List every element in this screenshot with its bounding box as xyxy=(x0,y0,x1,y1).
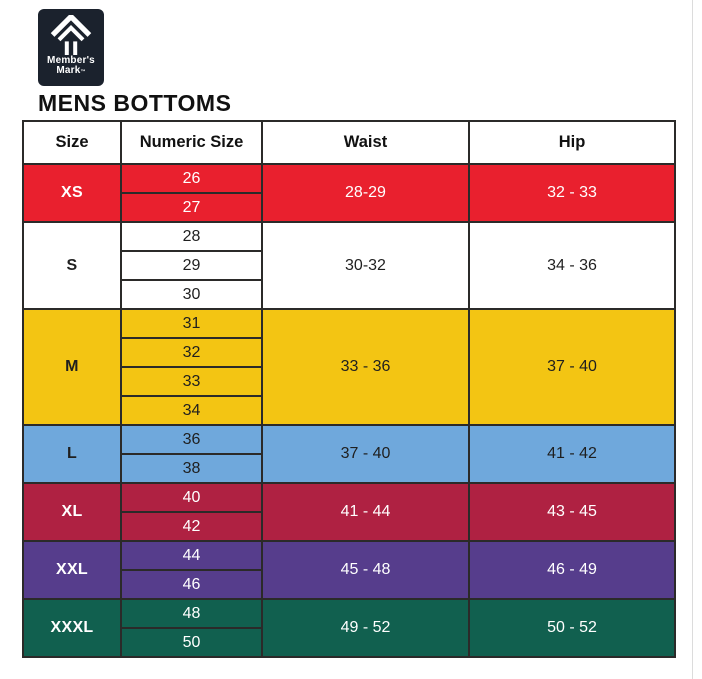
numeric-size-cell: 28 xyxy=(120,221,263,252)
brand-name-line2: Mark™ xyxy=(56,65,86,76)
size-cell: XS xyxy=(22,163,122,223)
hip-cell: 32 - 33 xyxy=(468,163,676,223)
waist-cell: 33 - 36 xyxy=(261,308,470,426)
table-row: 30 xyxy=(23,279,675,310)
header-row: Size Numeric Size Waist Hip xyxy=(22,120,676,165)
numeric-size-cell: 40 xyxy=(120,482,263,513)
numeric-size-cell: 26 xyxy=(120,163,263,194)
size-chart-table: Size Numeric Size Waist Hip XS 26 28-29 32 - 3… xyxy=(22,120,676,658)
brand-logo-text: Member's Mark™ xyxy=(47,56,95,77)
numeric-size-cell: 30 xyxy=(120,279,263,310)
size-cell: S xyxy=(22,221,122,310)
table-row: M 31 33 - 36 37 - 40 xyxy=(22,308,676,426)
hip-cell: 43 - 45 xyxy=(468,482,676,542)
column-header: Waist xyxy=(261,120,470,165)
numeric-size-cell: 50 xyxy=(120,627,263,658)
page-title: MENS BOTTOMS xyxy=(38,90,232,116)
table-row: 29 xyxy=(23,250,675,281)
table-row: XL 40 41 - 44 43 - 45 xyxy=(22,482,676,542)
waist-cell: 45 - 48 xyxy=(261,540,470,600)
page-edge-divider xyxy=(692,0,693,679)
waist-cell: 41 - 44 xyxy=(261,482,470,542)
size-cell: XL xyxy=(22,482,122,542)
size-cell: XXL xyxy=(22,540,122,600)
waist-cell: 37 - 40 xyxy=(261,424,470,484)
waist-cell: 28-29 xyxy=(261,163,470,223)
table-row: XXXL 48 49 - 52 50 - 52 xyxy=(22,598,676,658)
hip-cell: 41 - 42 xyxy=(468,424,676,484)
column-header: Numeric Size xyxy=(120,120,263,165)
numeric-size-cell: 44 xyxy=(120,540,263,571)
members-mark-m-icon xyxy=(50,15,92,55)
table-row: L 36 37 - 40 41 - 42 xyxy=(22,424,676,484)
table-row: 33 xyxy=(23,366,675,397)
numeric-size-cell: 32 xyxy=(120,337,263,368)
numeric-size-cell: 33 xyxy=(120,366,263,397)
table-row: 27 xyxy=(23,192,675,223)
brand-name-line1: Member's xyxy=(47,55,95,66)
table-row: 50 xyxy=(23,627,675,658)
brand-logo: Member's Mark™ xyxy=(38,9,104,86)
table-row: 34 xyxy=(23,395,675,426)
table-row: S 28 30-32 34 - 36 xyxy=(22,221,676,310)
numeric-size-cell: 42 xyxy=(120,511,263,542)
waist-cell: 49 - 52 xyxy=(261,598,470,658)
numeric-size-cell: 46 xyxy=(120,569,263,600)
table-row: 38 xyxy=(23,453,675,484)
table-row: 42 xyxy=(23,511,675,542)
numeric-size-cell: 27 xyxy=(120,192,263,223)
numeric-size-cell: 36 xyxy=(120,424,263,455)
hip-cell: 46 - 49 xyxy=(468,540,676,600)
size-cell: L xyxy=(22,424,122,484)
numeric-size-cell: 38 xyxy=(120,453,263,484)
hip-cell: 37 - 40 xyxy=(468,308,676,426)
column-header: Hip xyxy=(468,120,676,165)
table-row: 46 xyxy=(23,569,675,600)
hip-cell: 34 - 36 xyxy=(468,221,676,310)
hip-cell: 50 - 52 xyxy=(468,598,676,658)
size-cell: XXXL xyxy=(22,598,122,658)
table-row: XXL 44 45 - 48 46 - 49 xyxy=(22,540,676,600)
column-header: Size xyxy=(22,120,122,165)
table-row: 32 xyxy=(23,337,675,368)
trademark-symbol: ™ xyxy=(80,69,86,75)
numeric-size-cell: 34 xyxy=(120,395,263,426)
numeric-size-cell: 29 xyxy=(120,250,263,281)
table-row: XS 26 28-29 32 - 33 xyxy=(22,163,676,223)
waist-cell: 30-32 xyxy=(261,221,470,310)
numeric-size-cell: 31 xyxy=(120,308,263,339)
numeric-size-cell: 48 xyxy=(120,598,263,629)
size-cell: M xyxy=(22,308,122,426)
